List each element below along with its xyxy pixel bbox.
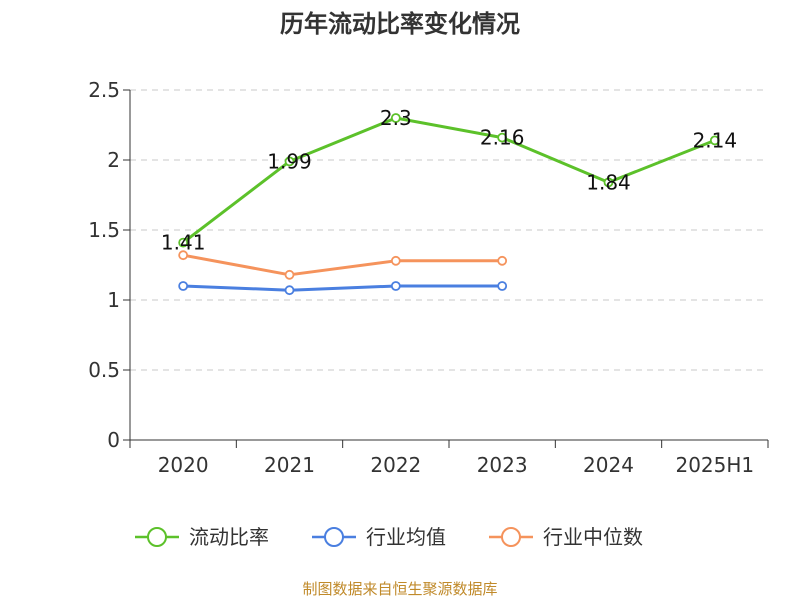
legend: 流动比率 行业均值 行业中位数: [135, 525, 643, 549]
data-point: [497, 132, 508, 143]
data-point: [284, 269, 295, 280]
legend-swatch-marker: [147, 527, 167, 547]
series-line: [181, 284, 504, 292]
y-tick-label: 2.5: [88, 78, 120, 102]
data-label: 2.14: [693, 128, 738, 152]
series-layer: [178, 113, 720, 296]
data-label: 1.41: [161, 231, 206, 255]
data-point: [390, 281, 401, 291]
data-point: [284, 156, 295, 167]
x-tick-label: 2021: [264, 453, 315, 477]
chart-title: 历年流动比率变化情况: [280, 10, 520, 38]
legend-swatch-marker: [501, 527, 521, 547]
data-label: 2.3: [380, 106, 412, 130]
legend-label: 行业均值: [366, 525, 446, 549]
y-tick-label: 0: [107, 428, 120, 452]
data-point: [390, 255, 401, 266]
data-point: [709, 135, 720, 146]
x-tick-label: 2025H1: [675, 453, 754, 477]
legend-label: 流动比率: [189, 525, 269, 549]
data-point: [497, 281, 508, 291]
x-tick-label: 2020: [158, 453, 209, 477]
series-line: [181, 116, 717, 245]
legend-swatch-marker: [324, 527, 344, 547]
data-point: [178, 250, 189, 261]
series-line: [181, 253, 504, 277]
data-label: 1.99: [267, 149, 312, 173]
data-point: [178, 237, 189, 248]
data-labels: 1.41 1.99 2.3 2.16 1.84 2.14: [161, 106, 737, 255]
data-point: [390, 113, 401, 123]
data-point: [284, 285, 295, 296]
data-label: 2.16: [480, 126, 525, 150]
source-note: 制图数据来自恒生聚源数据库: [302, 580, 497, 598]
y-tick-label: 1: [107, 288, 120, 312]
x-tick-label: 2023: [477, 453, 528, 477]
data-point: [178, 281, 189, 291]
grid-lines: [130, 89, 768, 371]
y-tick-label: 2: [107, 148, 120, 172]
x-tick-label: 2024: [583, 453, 634, 477]
y-tick-label: 0.5: [88, 358, 120, 382]
x-tick-label: 2022: [370, 453, 421, 477]
y-tick-label: 1.5: [88, 218, 120, 242]
legend-label: 行业中位数: [543, 525, 643, 549]
data-label: 1.84: [586, 170, 631, 194]
axes: 0 0.5 1 1.5 2 2.5 2020 2021 2022 2023 2024 2025H1: [88, 78, 769, 477]
data-point: [497, 255, 508, 266]
data-point: [603, 177, 614, 188]
